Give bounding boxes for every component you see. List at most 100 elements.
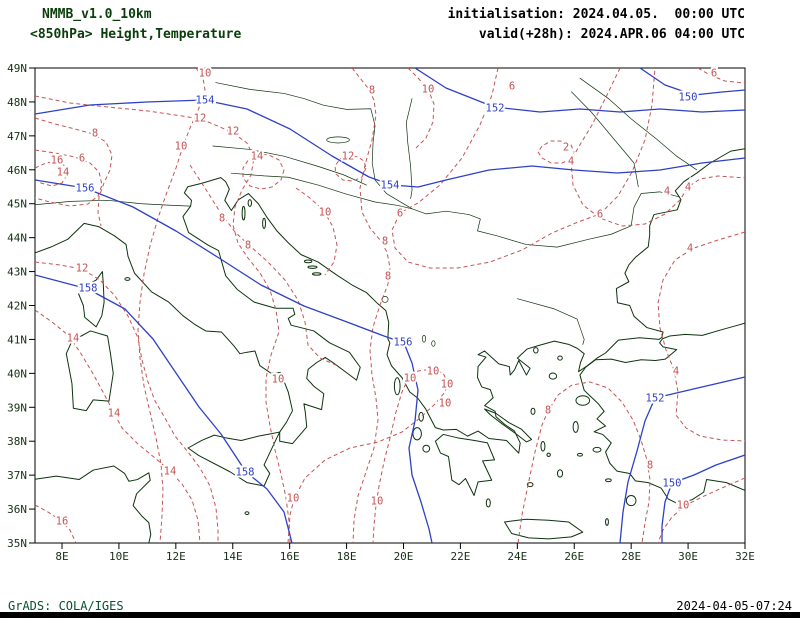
coastline-path bbox=[65, 330, 114, 412]
render-timestamp: 2024-04-05-07:24 bbox=[676, 599, 792, 613]
temperature-contour bbox=[242, 153, 285, 190]
height-contour-label: 158 bbox=[236, 467, 255, 479]
island-outline bbox=[605, 518, 609, 526]
coastline-path bbox=[35, 148, 745, 454]
lat-tick-label: 46N bbox=[7, 164, 27, 177]
height-contour-label: 158 bbox=[79, 283, 98, 295]
temperature-contour-label: 10 bbox=[404, 373, 417, 385]
lat-tick-label: 47N bbox=[7, 130, 27, 143]
temperature-contour bbox=[35, 261, 219, 543]
island-outline bbox=[241, 205, 246, 221]
lon-tick-label: 28E bbox=[621, 550, 641, 563]
temperature-contour bbox=[334, 154, 367, 182]
height-contour-label: 156 bbox=[76, 183, 95, 195]
temperature-contour-label: 8 bbox=[545, 405, 551, 417]
temperature-contour-label: 4 bbox=[685, 182, 691, 194]
lat-tick-label: 44N bbox=[7, 232, 27, 245]
map-frame bbox=[34, 67, 746, 544]
lake-outline bbox=[381, 295, 389, 303]
temperature-contour-label: 6 bbox=[509, 81, 515, 93]
height-contour-label: 152 bbox=[486, 103, 505, 115]
lon-tick-label: 24E bbox=[507, 550, 527, 563]
island-outline bbox=[412, 427, 422, 441]
river-path bbox=[215, 82, 680, 248]
lon-tick-label: 20E bbox=[394, 550, 414, 563]
temperature-contour bbox=[657, 231, 745, 442]
lake-outline bbox=[326, 136, 350, 144]
temperature-contour-label: 12 bbox=[342, 151, 355, 163]
lat-tick-label: 38N bbox=[7, 435, 27, 448]
island-outline bbox=[557, 355, 563, 361]
temperature-contour-label: 8 bbox=[647, 460, 653, 472]
lon-tick-label: 18E bbox=[337, 550, 357, 563]
island-outline bbox=[124, 277, 131, 281]
temperature-contour bbox=[407, 68, 435, 149]
model-title: NMMB_v1.0_10km bbox=[42, 7, 152, 22]
temperature-contour bbox=[35, 160, 68, 187]
temperature-contour bbox=[697, 68, 745, 84]
lat-tick-label: 39N bbox=[7, 401, 27, 414]
island-outline bbox=[546, 452, 551, 457]
temperature-contour bbox=[295, 187, 338, 276]
temperature-contour-label: 14 bbox=[67, 333, 80, 345]
island-outline bbox=[605, 478, 612, 483]
map-plot: 49N 48N 47N 46N 45N 44N 43N 42N 41N 40N 39N 38N 37N 3… bbox=[7, 62, 755, 563]
island-outline bbox=[244, 511, 250, 516]
height-contour-label: 152 bbox=[646, 393, 665, 405]
coastline-path bbox=[78, 271, 105, 328]
temperature-contour-label: 8 bbox=[382, 236, 388, 248]
temperature-contours-layer bbox=[35, 68, 745, 543]
island-outline bbox=[311, 272, 322, 276]
temperature-contour-label: 12 bbox=[194, 113, 207, 125]
temperature-contour-label: 14 bbox=[164, 466, 177, 478]
island-outline bbox=[575, 395, 591, 406]
river-path bbox=[579, 77, 697, 171]
temperature-contour-label: 6 bbox=[79, 153, 85, 165]
header-right: initialisation: 2024.04.05. 00:00 UTC va… bbox=[448, 5, 745, 45]
lat-tick-label: 43N bbox=[7, 266, 27, 279]
coastline-path bbox=[504, 518, 584, 540]
height-contour bbox=[619, 376, 745, 543]
temperature-contour-label: 10 bbox=[427, 366, 440, 378]
island-outline bbox=[262, 217, 266, 229]
temperature-contour-label: 6 bbox=[597, 209, 603, 221]
temperature-contour-label: 10 bbox=[677, 500, 690, 512]
temperature-contour-label: 10 bbox=[199, 68, 212, 80]
lat-tick-label: 42N bbox=[7, 300, 27, 313]
coastline-path bbox=[187, 431, 281, 487]
grads-credit: GrADS: COLA/IGES bbox=[8, 599, 124, 613]
init-time-label: initialisation: 2024.04.05. 00:00 UTC bbox=[447, 7, 745, 22]
temperature-contour bbox=[351, 68, 391, 543]
coastline-path bbox=[579, 322, 745, 505]
temperature-contour-label: 8 bbox=[92, 128, 98, 140]
temperature-contour-label: 10 bbox=[422, 84, 435, 96]
lat-tick-label: 49N bbox=[7, 62, 27, 75]
river-path bbox=[516, 298, 585, 345]
temperature-contour-label: 12 bbox=[76, 263, 89, 275]
temperature-contour-label: 10 bbox=[319, 207, 332, 219]
island-outline bbox=[625, 495, 637, 507]
island-outline bbox=[307, 265, 318, 269]
header-left: NMMB_v1.0_10km <850hPa> Height,Temperatu… bbox=[30, 5, 241, 45]
height-contours-layer bbox=[35, 68, 745, 543]
lake-outline bbox=[421, 335, 427, 343]
temperature-contour-label: 8 bbox=[369, 85, 375, 97]
island-outline bbox=[418, 411, 424, 422]
temperature-contour-label: 16 bbox=[51, 155, 64, 167]
temperature-contour-label: 10 bbox=[371, 496, 384, 508]
lat-tick-label: 48N bbox=[7, 96, 27, 109]
lon-tick-label: 26E bbox=[564, 550, 584, 563]
temperature-contour-label: 4 bbox=[673, 366, 679, 378]
temperature-contour bbox=[287, 368, 449, 543]
lon-tick-label: 22E bbox=[450, 550, 470, 563]
lat-tick-label: 35N bbox=[7, 537, 27, 550]
temperature-contour-label: 14 bbox=[251, 151, 264, 163]
temperature-contour-label: 10 bbox=[439, 398, 452, 410]
island-outline bbox=[592, 446, 602, 453]
level-title: <850hPa> Height,Temperature bbox=[30, 27, 242, 42]
lon-tick-label: 32E bbox=[735, 550, 755, 563]
island-outline bbox=[393, 377, 401, 396]
lon-tick-label: 30E bbox=[678, 550, 698, 563]
